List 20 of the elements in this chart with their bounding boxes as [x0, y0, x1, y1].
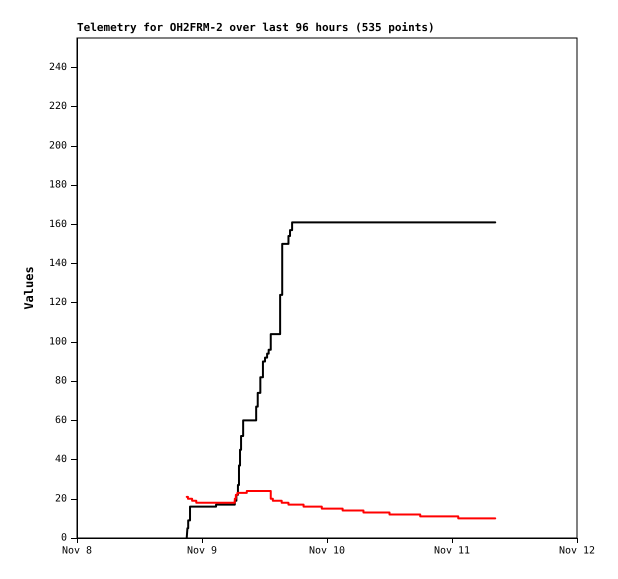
y-tick-label: 140	[48, 258, 67, 269]
y-tick-label: 60	[54, 414, 67, 426]
y-tick-label: 0	[60, 532, 67, 544]
y-tick-label: 160	[48, 218, 67, 230]
y-tick-label: 20	[54, 493, 67, 504]
x-tick-label: Nov 9	[186, 546, 218, 556]
chart-title: Telemetry for OH2FRM-2 over last 96 hours (535 points)	[77, 21, 435, 34]
y-tick-label: 220	[48, 101, 67, 112]
y-axis-title: Values	[22, 266, 36, 310]
y-tick-label: 80	[54, 376, 67, 387]
x-tick-label: Nov 12	[558, 546, 596, 556]
y-tick-label: 200	[48, 140, 67, 152]
y-tick-label: 180	[48, 180, 67, 191]
x-tick-label: Nov 10	[308, 546, 346, 556]
y-tick-label: 40	[54, 454, 67, 466]
x-tick-label: Nov 8	[62, 546, 92, 556]
y-tick-label: 100	[48, 336, 67, 348]
y-tick-label: 120	[48, 297, 67, 308]
y-tick-label: 240	[48, 62, 67, 73]
x-tick-label: Nov 11	[434, 546, 470, 556]
